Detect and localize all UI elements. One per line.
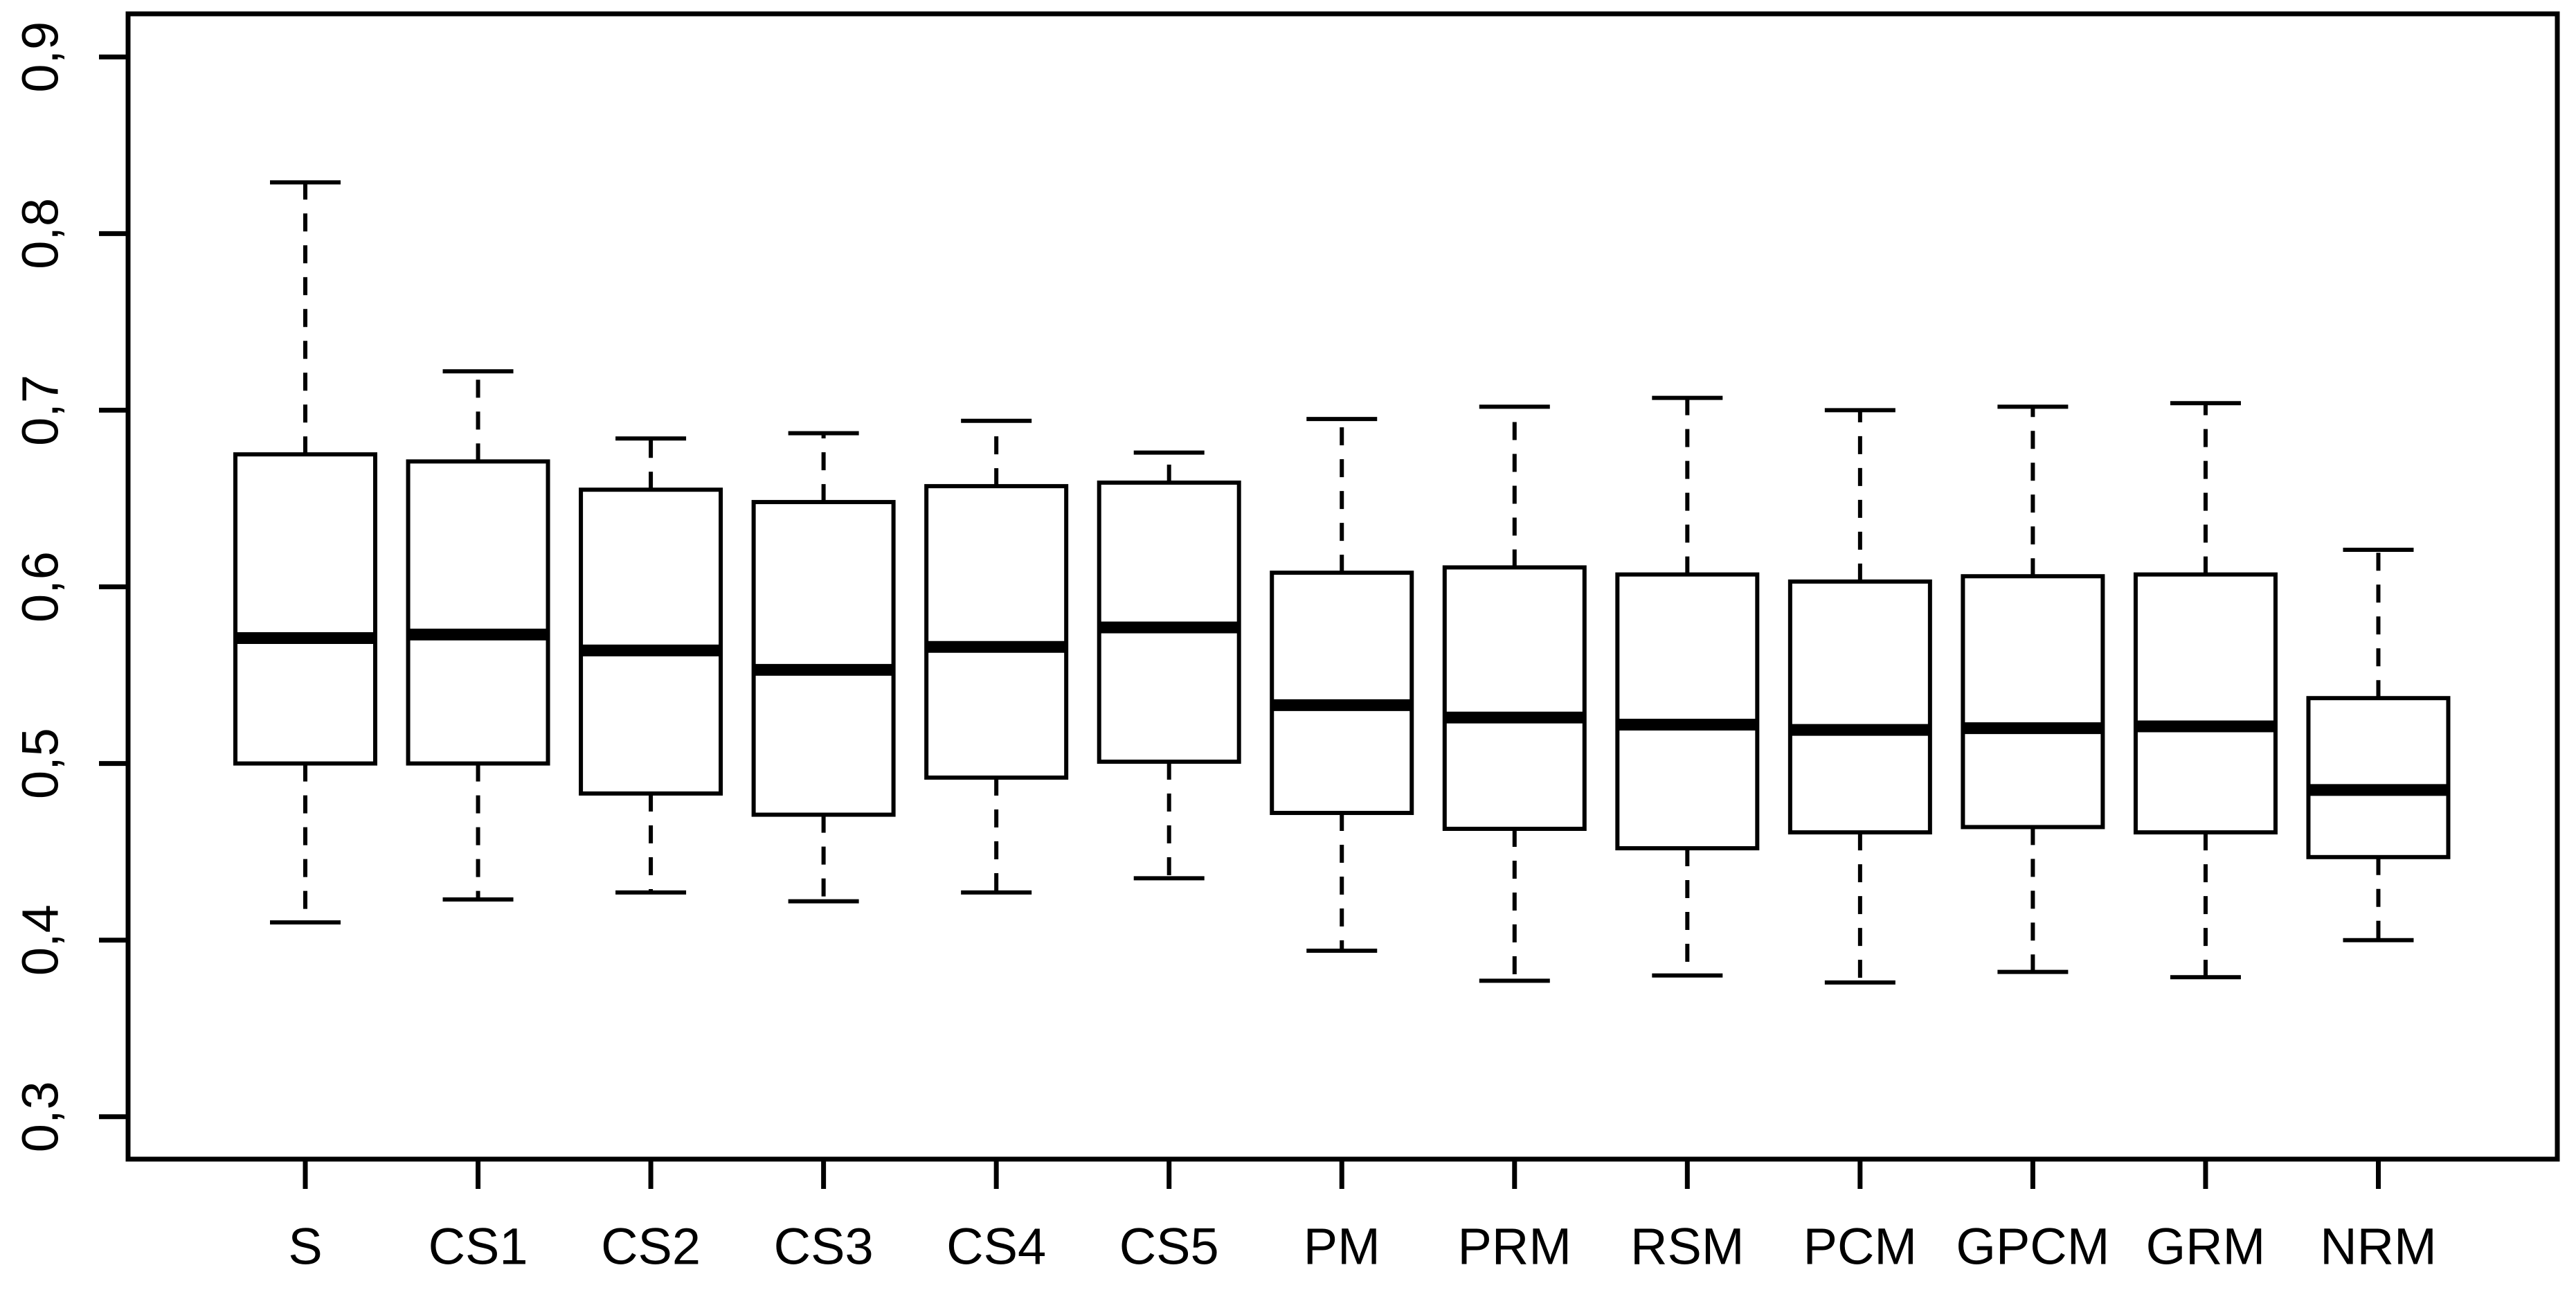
iqr-box bbox=[2306, 696, 2451, 859]
iqr-box bbox=[751, 500, 896, 817]
y-axis-tick-label: 0,5 bbox=[12, 728, 69, 799]
iqr-box bbox=[233, 452, 377, 766]
iqr-box bbox=[1787, 579, 1932, 835]
iqr-box bbox=[1961, 574, 2105, 830]
x-axis-category-label: GPCM bbox=[1956, 1218, 2109, 1275]
x-axis-category-label: CS1 bbox=[429, 1218, 528, 1275]
iqr-box bbox=[1442, 565, 1587, 831]
y-axis-tick-label: 0,6 bbox=[12, 551, 69, 622]
y-axis-tick-label: 0,3 bbox=[12, 1081, 69, 1152]
iqr-box bbox=[1615, 572, 1760, 851]
x-axis-category-label: PCM bbox=[1803, 1218, 1917, 1275]
iqr-box bbox=[406, 459, 550, 766]
iqr-box bbox=[579, 487, 723, 796]
x-axis-category-label: CS4 bbox=[946, 1218, 1046, 1275]
y-axis-tick-label: 0,8 bbox=[12, 198, 69, 269]
iqr-box bbox=[924, 484, 1069, 780]
iqr-box bbox=[2133, 572, 2278, 835]
iqr-box bbox=[1270, 571, 1414, 816]
x-axis-category-label: CS3 bbox=[774, 1218, 874, 1275]
y-axis-tick-label: 0,7 bbox=[12, 375, 69, 446]
x-axis-category-label: PM bbox=[1304, 1218, 1380, 1275]
x-axis-category-label: NRM bbox=[2320, 1218, 2437, 1275]
y-axis-tick-label: 0,4 bbox=[12, 904, 69, 976]
x-axis-category-label: RSM bbox=[1630, 1218, 1744, 1275]
x-axis-category-label: CS2 bbox=[601, 1218, 701, 1275]
x-axis-category-label: GRM bbox=[2146, 1218, 2266, 1275]
x-axis-category-label: CS5 bbox=[1119, 1218, 1219, 1275]
x-axis-category-label: S bbox=[288, 1218, 322, 1275]
y-axis-tick-label: 0,9 bbox=[12, 21, 69, 93]
x-axis-category-label: PRM bbox=[1458, 1218, 1571, 1275]
